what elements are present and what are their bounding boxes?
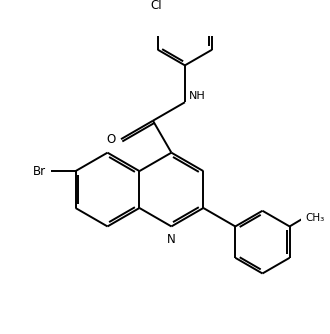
Text: O: O (107, 133, 116, 146)
Text: CH₃: CH₃ (305, 213, 324, 223)
Text: N: N (167, 233, 176, 246)
Text: Br: Br (33, 165, 46, 178)
Text: Cl: Cl (150, 0, 162, 12)
Text: NH: NH (188, 91, 205, 101)
